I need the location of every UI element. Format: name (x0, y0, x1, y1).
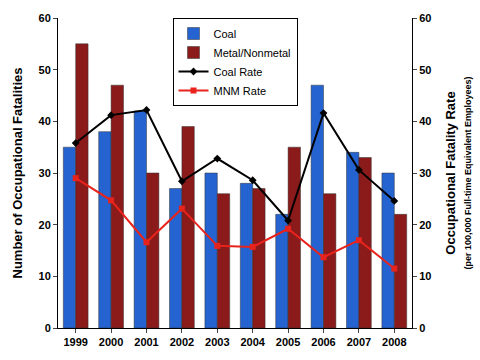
svg-text:10: 10 (419, 270, 431, 282)
svg-text:30: 30 (419, 167, 431, 179)
svg-text:40: 40 (419, 115, 431, 127)
svg-text:0: 0 (419, 322, 425, 334)
svg-text:2001: 2001 (134, 336, 158, 348)
svg-text:2002: 2002 (170, 336, 194, 348)
svg-text:30: 30 (39, 167, 51, 179)
svg-text:1999: 1999 (63, 336, 87, 348)
svg-text:20: 20 (39, 219, 51, 231)
svg-text:2007: 2007 (347, 336, 371, 348)
svg-text:2006: 2006 (311, 336, 335, 348)
svg-text:Occupational Fatality Rate(per: Occupational Fatality Rate(per 100,000 F… (443, 76, 474, 269)
svg-text:0: 0 (45, 322, 51, 334)
svg-text:Metal/Nonmetal: Metal/Nonmetal (214, 47, 291, 59)
svg-text:2008: 2008 (382, 336, 406, 348)
svg-text:Coal Rate: Coal Rate (214, 66, 263, 78)
svg-text:2005: 2005 (276, 336, 300, 348)
svg-text:10: 10 (39, 270, 51, 282)
svg-text:40: 40 (39, 115, 51, 127)
svg-text:20: 20 (419, 219, 431, 231)
svg-text:2003: 2003 (205, 336, 229, 348)
svg-text:60: 60 (39, 12, 51, 24)
svg-text:MNM Rate: MNM Rate (214, 85, 267, 97)
svg-text:2004: 2004 (240, 336, 265, 348)
svg-text:Number of Occupational Fatalit: Number of Occupational Fatalities (10, 68, 25, 279)
svg-text:50: 50 (39, 64, 51, 76)
svg-text:60: 60 (419, 12, 431, 24)
svg-text:Coal: Coal (214, 28, 237, 40)
svg-text:2000: 2000 (99, 336, 123, 348)
svg-text:50: 50 (419, 64, 431, 76)
